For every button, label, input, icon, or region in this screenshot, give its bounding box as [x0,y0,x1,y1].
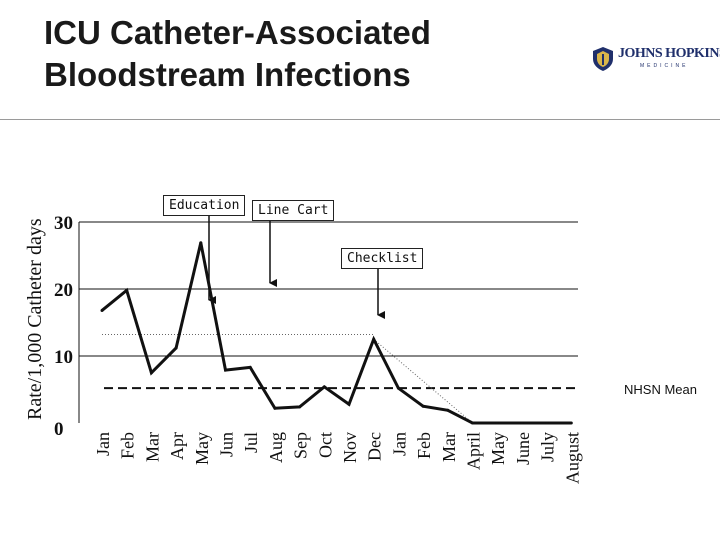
x-tick-13: Feb [414,432,434,459]
y-tick-10: 10 [54,347,73,368]
reference-lines [102,334,578,424]
x-tick-6: Jul [241,432,261,453]
x-tick-19: August [562,432,582,484]
data-point-9 [322,385,326,389]
x-tick-10: Nov [340,432,360,463]
y-tick-20: 20 [54,280,73,301]
annotation-checklist: Checklist [341,248,424,269]
annotation-education: Education [163,195,246,216]
data-point-7 [273,406,277,410]
x-tick-9: Oct [315,432,335,458]
data-point-13 [421,404,425,408]
y-tick-labels: 0 10 20 30 [54,213,73,440]
x-tick-18: July [538,432,558,462]
grid-lines [78,221,578,423]
data-point-5 [224,368,227,372]
data-point-8 [298,405,302,409]
shield-icon [593,47,613,71]
x-tick-5: Jun [217,432,237,457]
x-tick-11: Dec [365,432,385,461]
data-point-0 [100,308,104,312]
nhsn-mean-label: NHSN Mean [624,382,697,397]
y-tick-30: 30 [54,213,73,234]
x-tick-labels: Jan Feb Mar Apr May Jun Jul Aug Sep Oct Nov Dec Jan F… [93,432,582,484]
johns-hopkins-logo: JOHNS HOPKINS MEDICINE [592,44,720,76]
annotation-line-cart: Line Cart [252,200,335,221]
x-tick-2: Mar [142,432,162,462]
data-point-11 [372,337,376,341]
data-point-1 [125,288,129,292]
data-point-2 [149,371,153,375]
x-tick-8: Sep [291,432,311,459]
series-line-path [101,242,572,425]
x-tick-17: June [513,432,533,465]
x-tick-12: Jan [389,432,409,456]
x-tick-4: May [192,432,212,465]
dotted-projection-line [373,338,473,424]
series-line [100,241,573,425]
data-point-17 [520,421,524,425]
x-tick-3: Apr [167,432,187,460]
page-title: ICU Catheter-Associated Bloodstream Infe… [44,12,431,96]
x-tick-1: Feb [118,432,138,459]
data-point-10 [347,402,351,406]
x-tick-16: May [488,432,508,465]
y-tick-0: 0 [54,419,64,440]
data-point-18 [545,421,549,425]
title-line-2: Bloodstream Infections [44,56,411,93]
logo-name: JOHNS HOPKINS [618,46,720,61]
data-point-14 [446,408,450,412]
x-tick-14: Mar [439,432,459,462]
data-point-3 [174,346,178,350]
data-point-19 [569,421,573,425]
x-tick-0: Jan [93,432,113,456]
title-divider [0,119,720,120]
x-tick-15: April [464,432,484,470]
x-tick-7: Aug [266,432,286,463]
data-point-16 [495,421,499,425]
title-line-1: ICU Catheter-Associated [44,14,431,51]
data-point-6 [248,365,252,369]
logo-subtitle: MEDICINE [640,63,689,69]
data-point-12 [396,386,400,390]
data-point-15 [471,421,474,425]
data-point-4 [199,241,203,245]
